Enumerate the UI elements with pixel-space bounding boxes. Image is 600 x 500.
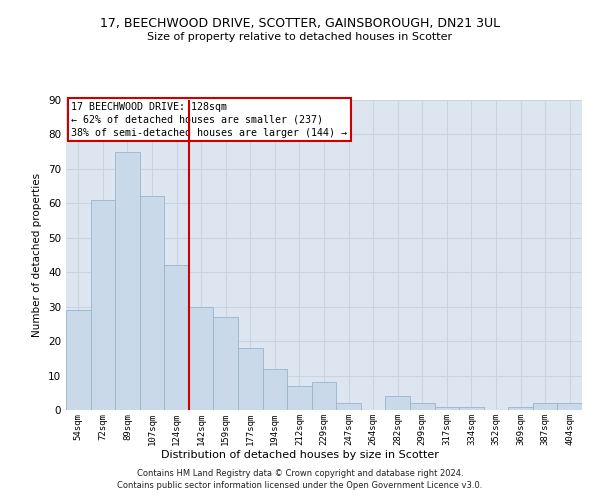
Text: 17 BEECHWOOD DRIVE: 128sqm
← 62% of detached houses are smaller (237)
38% of sem: 17 BEECHWOOD DRIVE: 128sqm ← 62% of deta… <box>71 102 347 138</box>
Bar <box>287 386 312 410</box>
Bar <box>508 406 533 410</box>
Bar <box>385 396 410 410</box>
Text: Size of property relative to detached houses in Scotter: Size of property relative to detached ho… <box>148 32 452 42</box>
Bar <box>533 403 557 410</box>
Bar <box>140 196 164 410</box>
Bar <box>91 200 115 410</box>
Bar <box>336 403 361 410</box>
Bar <box>434 406 459 410</box>
Bar <box>189 306 214 410</box>
Bar <box>115 152 140 410</box>
Text: Contains HM Land Registry data © Crown copyright and database right 2024.
Contai: Contains HM Land Registry data © Crown c… <box>118 468 482 490</box>
Bar <box>263 368 287 410</box>
Bar <box>238 348 263 410</box>
Bar <box>66 310 91 410</box>
Bar <box>410 403 434 410</box>
Bar <box>312 382 336 410</box>
Bar <box>164 266 189 410</box>
Text: Distribution of detached houses by size in Scotter: Distribution of detached houses by size … <box>161 450 439 460</box>
Bar <box>214 317 238 410</box>
Bar <box>557 403 582 410</box>
Y-axis label: Number of detached properties: Number of detached properties <box>32 173 43 337</box>
Bar <box>459 406 484 410</box>
Text: 17, BEECHWOOD DRIVE, SCOTTER, GAINSBOROUGH, DN21 3UL: 17, BEECHWOOD DRIVE, SCOTTER, GAINSBOROU… <box>100 18 500 30</box>
